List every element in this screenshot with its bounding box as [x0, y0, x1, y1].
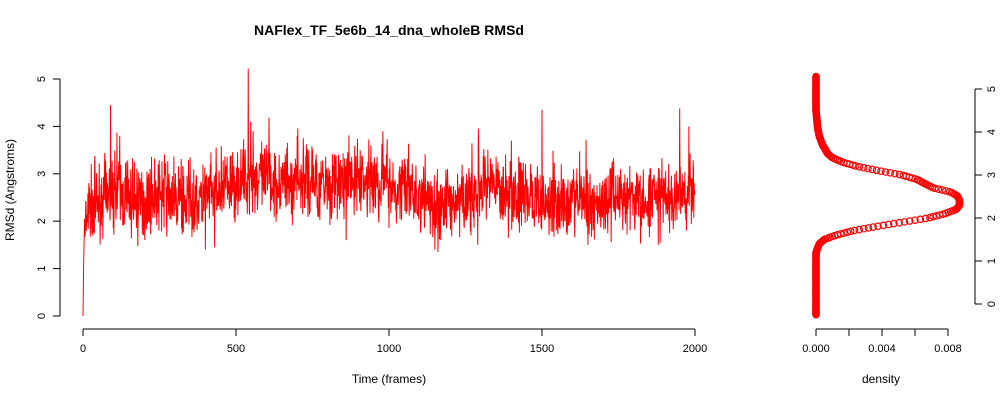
density-point: [859, 163, 868, 172]
density-point: [855, 225, 864, 234]
density-point: [895, 218, 903, 227]
main-y-tick-label: 4: [36, 123, 48, 129]
density-point: [949, 189, 958, 198]
main-plot: 0 1 2 3 4 5 0 500 1000 1500 2000 Time (frames) RM…: [3, 68, 707, 386]
density-y-tick-label: 4: [986, 129, 998, 135]
main-x-tick-label: 1000: [377, 343, 401, 355]
main-x-tick-label: 2000: [683, 343, 707, 355]
density-point: [900, 218, 909, 226]
main-y-tick-label: 1: [36, 266, 48, 272]
main-y-tick-label: 0: [36, 313, 48, 319]
density-point: [812, 72, 820, 81]
density-point: [872, 166, 881, 175]
density-y-tick-label: 5: [986, 86, 998, 92]
density-point: [945, 187, 954, 196]
density-point: [879, 221, 888, 230]
density-point: [846, 227, 855, 236]
density-y-tick-label: 3: [986, 172, 998, 178]
density-point: [926, 213, 934, 222]
density-x-axis: 0.000 0.004 0.008: [802, 328, 962, 355]
main-y-tick-label: 3: [36, 171, 48, 177]
density-point: [874, 222, 882, 230]
main-y-axis: 0 1 2 3 4 5: [36, 76, 61, 319]
density-y-tick-label: 0: [986, 301, 998, 307]
density-point: [868, 165, 877, 174]
main-x-tick-label: 500: [227, 343, 245, 355]
density-x-tick-label: 0.004: [868, 343, 896, 355]
density-point: [899, 171, 908, 180]
density-point: [932, 212, 941, 220]
density-y-tick-label: 2: [986, 215, 998, 221]
density-point: [895, 170, 904, 179]
density-point: [905, 217, 914, 225]
density-point: [840, 229, 848, 237]
density-point: [911, 216, 919, 224]
main-x-tick-label: 0: [80, 343, 86, 355]
density-point: [850, 226, 859, 235]
density-curve: [812, 72, 964, 319]
main-x-tick-label: 1500: [530, 343, 554, 355]
density-point: [860, 224, 868, 233]
density-point: [890, 219, 898, 228]
density-point: [881, 168, 890, 176]
density-x-tick-label: 0.000: [802, 343, 830, 355]
density-x-axis-label: density: [862, 372, 900, 386]
density-plot: 0.000 0.004 0.008 0 1 2 3 4 5 density: [802, 72, 998, 386]
density-point: [891, 169, 899, 178]
density-y-tick-label: 1: [986, 258, 998, 264]
rmsd-series-line: [82, 68, 696, 317]
density-point: [929, 212, 937, 221]
density-point: [833, 230, 842, 239]
density-point: [843, 228, 852, 236]
density-point: [869, 223, 877, 231]
density-point: [864, 224, 873, 232]
density-point: [836, 230, 845, 238]
density-point: [864, 164, 872, 173]
density-point: [921, 214, 930, 223]
density-point: [855, 163, 864, 171]
main-y-axis-label: RMSd (Angstroms): [3, 139, 17, 241]
density-point: [916, 215, 925, 224]
chart-title: NAFlex_TF_5e6b_14_dna_wholeB RMSd: [254, 22, 524, 38]
main-y-tick-label: 5: [36, 76, 48, 82]
main-y-tick-label: 2: [36, 218, 48, 224]
density-point: [938, 186, 947, 194]
density-point: [877, 167, 885, 175]
density-y-axis: 0 1 2 3 4 5: [974, 86, 998, 307]
density-point: [886, 169, 895, 177]
density-point: [884, 220, 893, 229]
density-x-tick-label: 0.008: [934, 343, 962, 355]
density-point: [942, 187, 950, 195]
main-x-axis: 0 500 1000 1500 2000: [80, 328, 707, 355]
main-x-axis-label: Time (frames): [352, 372, 426, 386]
